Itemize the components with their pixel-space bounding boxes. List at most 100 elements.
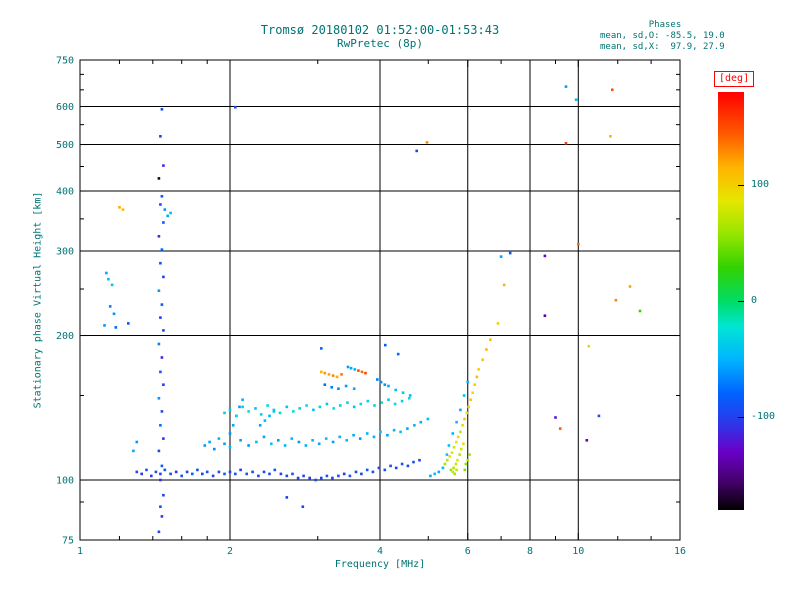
data-point xyxy=(291,472,294,476)
data-point xyxy=(296,476,300,480)
data-point xyxy=(437,470,441,474)
data-point xyxy=(406,427,409,430)
data-point xyxy=(163,468,167,472)
data-point xyxy=(577,242,580,246)
data-point xyxy=(211,474,215,478)
data-point xyxy=(290,437,293,440)
data-point xyxy=(412,460,415,464)
data-point xyxy=(273,468,277,472)
data-point xyxy=(251,470,254,474)
colorbar-title: [deg] xyxy=(714,71,755,87)
data-point xyxy=(330,386,333,389)
data-point xyxy=(162,164,165,167)
data-point xyxy=(353,368,357,371)
data-point xyxy=(352,433,355,437)
data-point xyxy=(638,309,642,313)
data-point xyxy=(266,404,269,407)
data-point xyxy=(135,470,139,474)
data-point xyxy=(453,472,456,476)
data-point xyxy=(508,251,512,255)
data-point xyxy=(107,277,110,281)
data-point xyxy=(445,453,449,456)
data-point xyxy=(201,472,204,476)
data-point xyxy=(383,383,387,386)
data-point xyxy=(425,141,429,144)
data-point xyxy=(163,208,167,211)
data-point xyxy=(358,437,362,440)
data-point xyxy=(401,391,405,394)
data-point xyxy=(157,289,161,292)
data-point xyxy=(279,472,283,476)
data-point xyxy=(451,432,455,435)
data-point xyxy=(228,470,232,474)
data-point xyxy=(228,408,232,412)
data-point xyxy=(217,470,221,474)
data-point xyxy=(157,177,161,180)
data-point xyxy=(433,472,436,476)
data-point xyxy=(247,444,250,447)
data-point xyxy=(205,470,209,474)
data-point xyxy=(263,419,267,422)
data-point xyxy=(446,458,449,462)
data-point xyxy=(394,388,397,392)
data-point xyxy=(324,437,328,440)
data-point xyxy=(159,424,162,427)
data-point xyxy=(331,374,335,377)
data-point xyxy=(452,466,455,470)
data-point xyxy=(160,108,164,111)
data-point xyxy=(159,135,162,138)
data-point xyxy=(331,476,334,480)
data-point xyxy=(118,206,121,209)
data-point xyxy=(543,314,547,317)
data-point xyxy=(393,402,397,406)
data-point xyxy=(614,298,618,302)
data-point xyxy=(285,474,289,478)
data-point xyxy=(272,408,276,412)
data-point xyxy=(415,149,418,153)
data-point xyxy=(255,440,258,444)
data-point xyxy=(389,464,392,468)
data-point xyxy=(159,472,162,476)
data-point xyxy=(203,444,207,447)
data-point xyxy=(302,474,305,478)
data-point xyxy=(258,424,262,427)
data-point xyxy=(239,439,242,442)
data-point xyxy=(241,398,244,401)
data-point xyxy=(379,380,383,384)
data-point xyxy=(354,470,358,474)
data-point xyxy=(157,235,161,238)
plot-frame xyxy=(79,59,681,541)
data-point xyxy=(262,470,266,474)
data-point xyxy=(228,432,232,435)
x-tick-label: 16 xyxy=(674,546,686,557)
y-tick-label: 750 xyxy=(56,56,74,67)
data-point xyxy=(462,442,465,446)
data-point xyxy=(489,338,492,341)
data-point xyxy=(469,398,472,401)
data-point xyxy=(451,470,455,474)
data-point xyxy=(426,417,430,421)
data-point xyxy=(371,470,375,474)
data-point xyxy=(308,476,311,480)
y-tick-label: 100 xyxy=(56,476,74,487)
data-point xyxy=(477,368,480,371)
data-point xyxy=(466,380,469,384)
data-point xyxy=(297,440,301,444)
y-tick-label: 200 xyxy=(56,331,74,342)
data-point xyxy=(160,303,164,306)
data-point xyxy=(467,405,471,409)
data-point xyxy=(331,440,335,444)
data-point xyxy=(400,399,404,403)
colorbar-tick-mark xyxy=(738,417,744,419)
data-point xyxy=(346,401,349,404)
data-point xyxy=(132,449,135,453)
colorbar-tick-mark xyxy=(738,184,744,186)
data-point xyxy=(110,283,114,287)
data-point xyxy=(449,468,453,472)
data-point xyxy=(157,397,161,400)
data-point xyxy=(380,401,383,404)
data-point xyxy=(418,458,421,462)
data-point xyxy=(159,316,162,319)
data-point xyxy=(160,248,164,251)
